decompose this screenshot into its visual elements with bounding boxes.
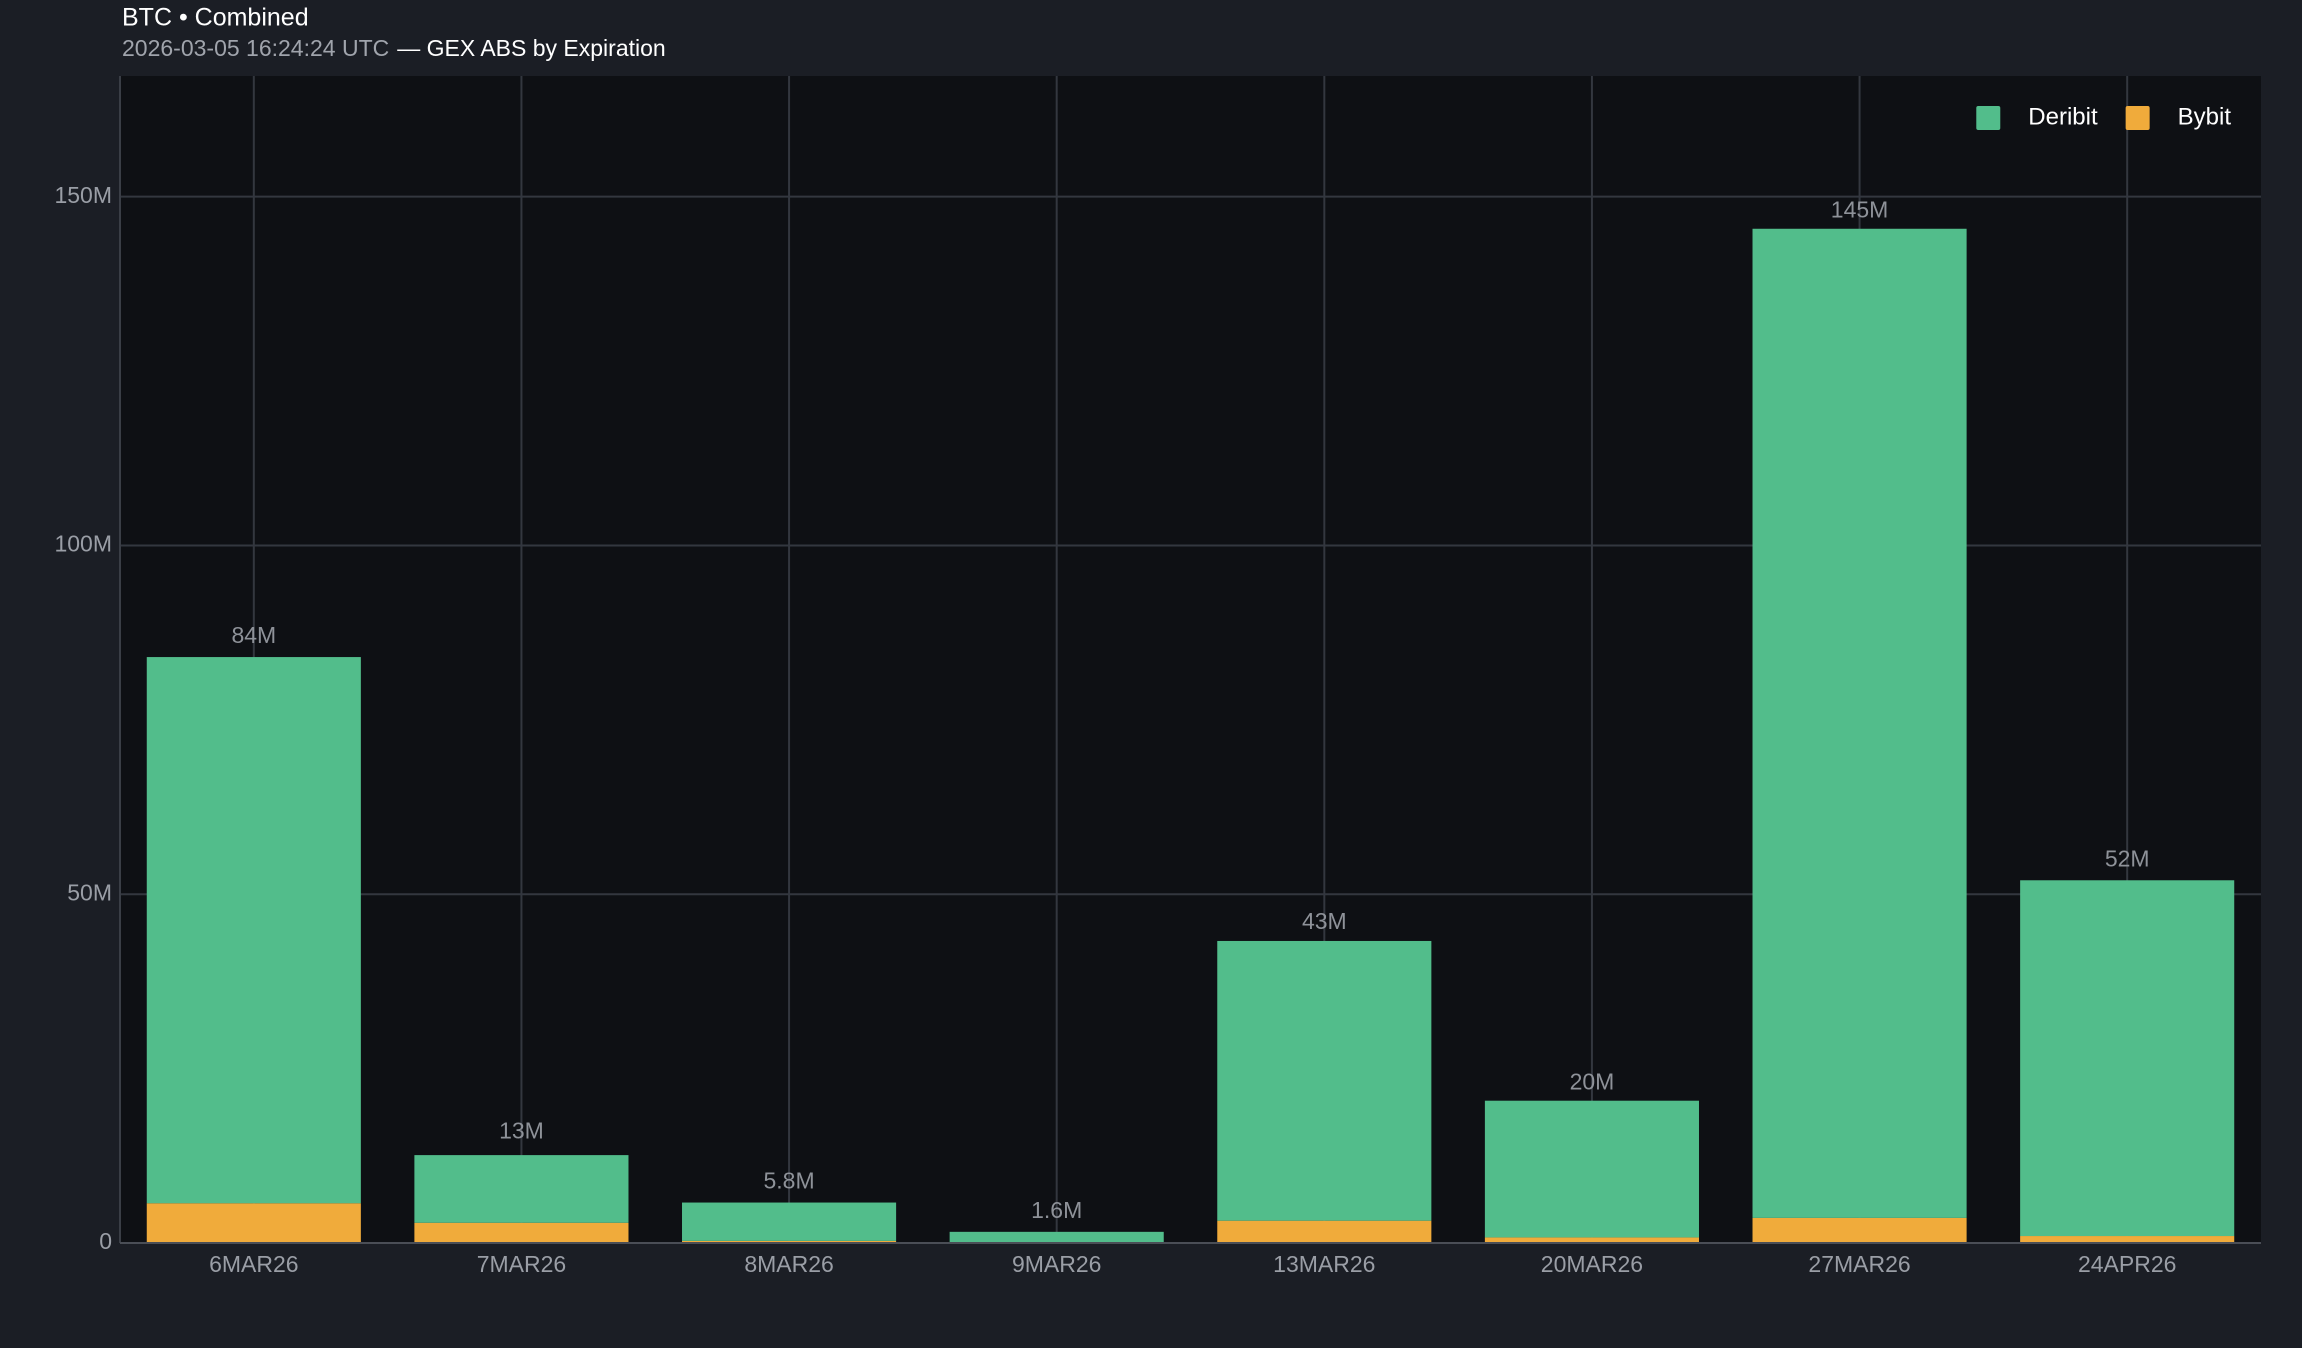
bar-segment bbox=[1752, 1217, 1967, 1243]
bar-segment bbox=[146, 1203, 361, 1243]
x-tick-label: 27MAR26 bbox=[1808, 1251, 1910, 1277]
x-tick-label: 13MAR26 bbox=[1273, 1251, 1375, 1277]
legend-label: Deribit bbox=[2028, 103, 2098, 130]
y-tick-label: 150M bbox=[54, 182, 112, 208]
total-label: 20M bbox=[1570, 1069, 1615, 1095]
bar-segment bbox=[414, 1155, 629, 1223]
y-tick-label: 0 bbox=[99, 1228, 112, 1254]
total-label: 5.8M bbox=[763, 1168, 814, 1194]
y-tick-label: 100M bbox=[54, 531, 112, 557]
y-tick-label: 50M bbox=[67, 879, 112, 905]
total-label: 84M bbox=[231, 622, 276, 648]
x-tick-label: 24APR26 bbox=[2078, 1251, 2176, 1277]
bar-segment bbox=[682, 1240, 897, 1243]
bar-segment bbox=[2020, 1236, 2235, 1243]
legend-label: Bybit bbox=[2178, 103, 2232, 130]
bar-segment bbox=[1217, 1220, 1432, 1243]
total-label: 13M bbox=[499, 1117, 544, 1143]
legend-swatch bbox=[2125, 106, 2150, 130]
x-tick-label: 9MAR26 bbox=[1012, 1251, 1101, 1277]
legend-swatch bbox=[1976, 106, 2001, 130]
x-tick-label: 20MAR26 bbox=[1541, 1251, 1643, 1277]
total-label: 43M bbox=[1302, 908, 1347, 934]
bar-segment bbox=[1484, 1237, 1699, 1243]
bar-segment bbox=[146, 657, 361, 1204]
x-tick-label: 7MAR26 bbox=[477, 1251, 566, 1277]
chart-subtitle: — GEX ABS by Expiration bbox=[397, 35, 665, 61]
bar-segment bbox=[949, 1231, 1164, 1243]
bar-segment bbox=[1217, 940, 1432, 1221]
chart-title: BTC • Combined bbox=[122, 4, 309, 32]
bar-segment bbox=[1752, 228, 1967, 1218]
x-tick-label: 6MAR26 bbox=[209, 1251, 298, 1277]
x-tick-label: 8MAR26 bbox=[744, 1251, 833, 1277]
timestamp: 2026-03-05 16:24:24 UTC bbox=[122, 35, 389, 61]
total-label: 1.6M bbox=[1031, 1197, 1082, 1223]
bar-segment bbox=[414, 1222, 629, 1243]
total-label: 52M bbox=[2105, 845, 2150, 871]
bar-segment bbox=[2020, 880, 2235, 1237]
total-label: 145M bbox=[1831, 197, 1889, 223]
bar-segment bbox=[682, 1202, 897, 1241]
bar-segment bbox=[1484, 1100, 1699, 1238]
